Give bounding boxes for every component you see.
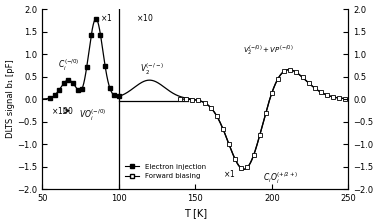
Text: $V_2^{(-/0)}+VP^{(-/0)}$: $V_2^{(-/0)}+VP^{(-/0)}$ (243, 43, 293, 58)
Text: $\times$10: $\times$10 (136, 12, 153, 23)
Text: $C_i^{(-/0)}$: $C_i^{(-/0)}$ (58, 58, 79, 73)
Text: $\times$1: $\times$1 (223, 168, 235, 179)
Text: $\times$100: $\times$100 (51, 105, 73, 116)
X-axis label: T [K]: T [K] (184, 209, 207, 218)
Text: $V_2^{(-/-)}$: $V_2^{(-/-)}$ (140, 61, 165, 77)
Legend: Electron injection, Forward biasing: Electron injection, Forward biasing (122, 161, 208, 182)
Text: $C_iO_i^{(+/2+)}$: $C_iO_i^{(+/2+)}$ (263, 171, 298, 187)
Text: $VO_i^{(-/0)}$: $VO_i^{(-/0)}$ (79, 107, 106, 123)
Text: $\times$1: $\times$1 (100, 12, 113, 23)
Y-axis label: DLTS signal b₁ [pF]: DLTS signal b₁ [pF] (6, 60, 14, 138)
